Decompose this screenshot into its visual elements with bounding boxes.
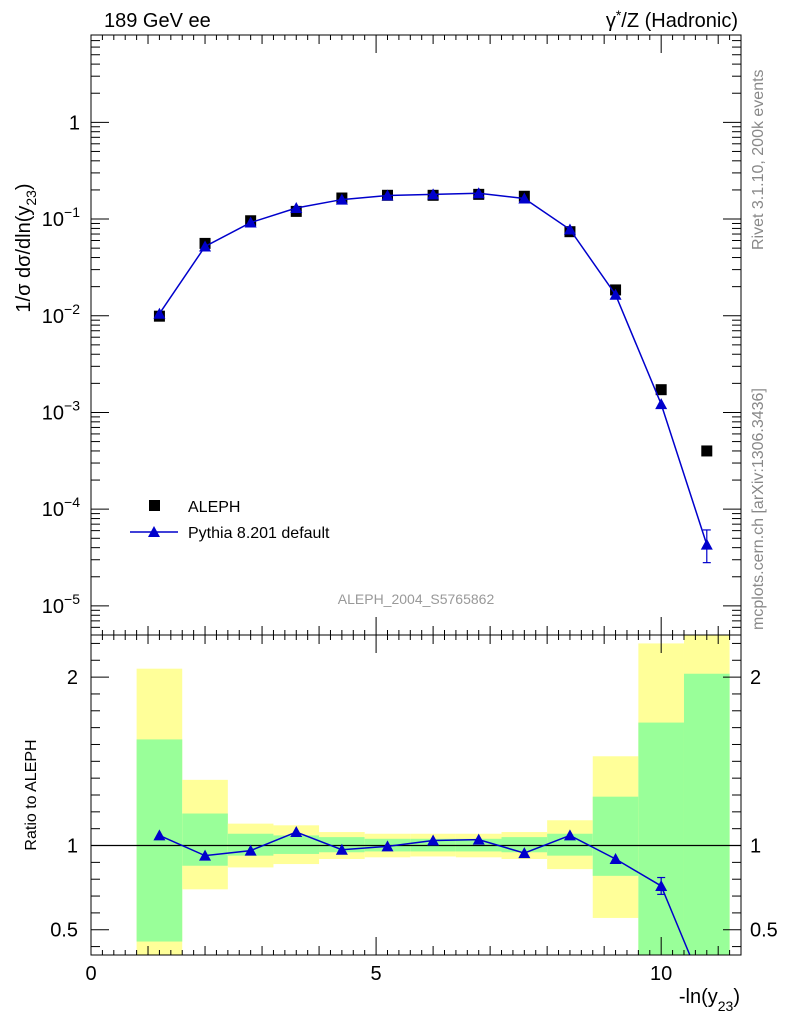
main-x-axis bbox=[90, 35, 742, 635]
ratio-pythia-point bbox=[472, 833, 485, 845]
y-tick-label-mantissa: 10 bbox=[42, 209, 64, 231]
legend-label-aleph: ALEPH bbox=[188, 499, 240, 516]
y-tick-label-exponent: −3 bbox=[64, 397, 80, 413]
pythia-point bbox=[153, 307, 166, 319]
pythia-point bbox=[518, 192, 531, 204]
main-y-axis: 10−510−410−310−210−11 bbox=[42, 34, 741, 628]
ratio-green-band bbox=[638, 722, 684, 955]
pythia-point bbox=[655, 398, 668, 410]
rivet-label: Rivet 3.1.10, 200k events bbox=[750, 69, 767, 250]
legend-marker-aleph bbox=[149, 500, 160, 511]
ratio-pythia-point bbox=[563, 829, 576, 841]
ratio-pythia-point bbox=[655, 879, 668, 891]
y-tick-label-exponent: −1 bbox=[64, 204, 80, 220]
main-plot-frame bbox=[90, 34, 742, 636]
y-tick-label-mantissa: 10 bbox=[42, 306, 64, 328]
y-tick-label: 10−5 bbox=[42, 591, 80, 618]
ratio-pythia-point bbox=[199, 849, 212, 861]
ratio-y-tick-label-right: 1 bbox=[750, 836, 761, 858]
ratio-pythia-point bbox=[290, 826, 303, 838]
x-tick-label: 0 bbox=[85, 963, 96, 985]
ratio-pythia-point bbox=[244, 844, 257, 856]
ratio-pythia-point bbox=[609, 853, 622, 864]
y-tick-label-exponent: −2 bbox=[64, 301, 80, 317]
ratio-y-tick-label-right: 0.5 bbox=[750, 920, 778, 942]
y-tick-label: 1 bbox=[69, 112, 80, 134]
main-series-group bbox=[153, 187, 713, 564]
x-axis-label: -ln(y23) bbox=[679, 986, 740, 1014]
ratio-pythia-point bbox=[518, 847, 531, 859]
main-y-axis-label: 1/σ dσ/dln(y23) bbox=[13, 183, 39, 312]
y-tick-label: 10−2 bbox=[42, 301, 80, 328]
pythia-point bbox=[563, 223, 576, 235]
legend-label-pythia: Pythia 8.201 default bbox=[188, 525, 330, 542]
ratio-uncertainty-bands bbox=[136, 635, 730, 955]
ratio-y-tick-label: 2 bbox=[67, 667, 78, 689]
y-tick-label: 10−1 bbox=[42, 204, 80, 231]
pythia-point bbox=[381, 189, 394, 201]
ratio-pythia-point bbox=[381, 840, 394, 852]
pythia-point bbox=[290, 202, 303, 214]
ratio-pythia-point bbox=[335, 843, 348, 855]
y-tick-label-mantissa: 10 bbox=[42, 596, 64, 618]
y-tick-label: 10−3 bbox=[42, 397, 80, 424]
pythia-line bbox=[158, 192, 708, 545]
aleph-point bbox=[655, 384, 667, 396]
ratio-y-axis-label: Ratio to ALEPH bbox=[23, 739, 40, 850]
legend-marker-pythia bbox=[148, 526, 160, 537]
ratio-y-tick-label: 1 bbox=[67, 836, 78, 858]
y-tick-label-mantissa: 10 bbox=[42, 402, 64, 424]
y-tick-label-exponent: −4 bbox=[64, 494, 80, 510]
pythia-point bbox=[609, 288, 622, 300]
ratio-pythia-point bbox=[153, 829, 166, 841]
pythia-point bbox=[244, 216, 257, 228]
ratio-green-band bbox=[273, 835, 320, 854]
x-tick-label: 10 bbox=[650, 963, 672, 985]
legend: ALEPH Pythia 8.201 default bbox=[130, 499, 330, 542]
pythia-point bbox=[199, 240, 212, 252]
pythia-point bbox=[472, 187, 485, 199]
aleph-point bbox=[701, 445, 713, 457]
ratio-y-tick-label: 0.5 bbox=[50, 920, 78, 942]
y-tick-label-exponent: −5 bbox=[64, 591, 80, 607]
ratio-series-group bbox=[153, 826, 691, 956]
pythia-point bbox=[427, 188, 440, 200]
y-tick-label-text: 1 bbox=[69, 112, 80, 134]
analysis-id-label: ALEPH_2004_S5765862 bbox=[338, 591, 495, 607]
header-right-label: γ*/Z (Hadronic) bbox=[606, 7, 738, 32]
y-tick-label-mantissa: 10 bbox=[42, 499, 64, 521]
y-tick-label: 10−4 bbox=[42, 494, 80, 521]
main-panel: 10−510−410−310−210−11 1/σ dσ/dln(y23) AL… bbox=[13, 34, 742, 636]
ratio-x-axis: 0 5 10 bbox=[85, 635, 742, 985]
ratio-green-band bbox=[136, 739, 183, 942]
x-tick-label: 5 bbox=[371, 963, 382, 985]
ratio-y-axis: 0.5 0.5 1 1 2 2 bbox=[50, 642, 778, 948]
ratio-pythia-point bbox=[427, 834, 440, 846]
ratio-y-tick-label-right: 2 bbox=[750, 667, 761, 689]
pythia-point bbox=[335, 193, 348, 205]
pythia-point bbox=[700, 538, 713, 550]
ratio-panel: 0.5 0.5 1 1 2 2 0 5 10 Ratio to ALEPH -ln(y23) bbox=[23, 634, 778, 1014]
mcplots-label: mcplots.cern.ch [arXiv:1306.3436] bbox=[750, 388, 767, 630]
ratio-green-band bbox=[683, 673, 730, 955]
header-left-label: 189 GeV ee bbox=[104, 10, 211, 32]
